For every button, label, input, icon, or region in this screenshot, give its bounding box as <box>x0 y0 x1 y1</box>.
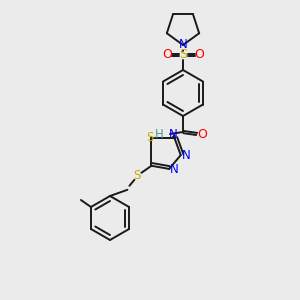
Text: N: N <box>169 128 178 140</box>
Text: O: O <box>197 128 207 140</box>
Text: H: H <box>155 128 164 140</box>
Text: N: N <box>182 148 191 162</box>
Text: O: O <box>194 49 204 62</box>
Text: S: S <box>147 131 154 144</box>
Text: S: S <box>179 49 187 62</box>
Text: N: N <box>170 164 178 176</box>
Text: N: N <box>178 38 188 52</box>
Text: O: O <box>162 49 172 62</box>
Text: S: S <box>134 169 141 182</box>
